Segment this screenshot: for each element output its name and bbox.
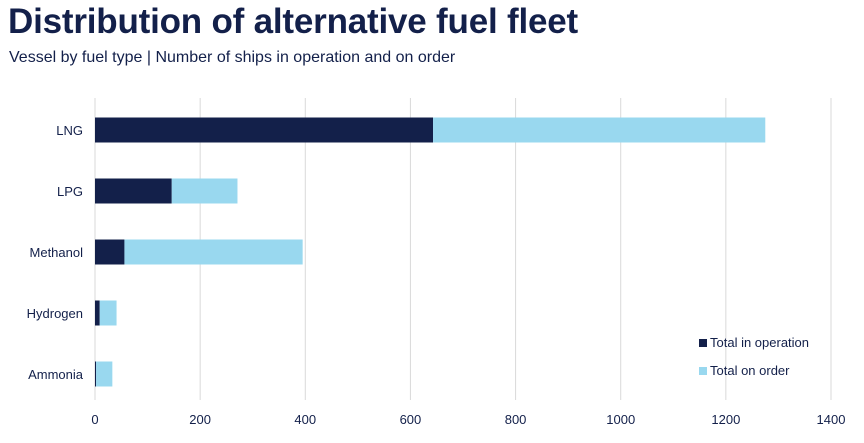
bar-in-operation xyxy=(95,178,172,204)
bar-in-operation xyxy=(95,300,100,326)
x-axis-tick-labels: 0 200 400 600 800 1000 1200 1400 xyxy=(91,412,845,427)
category-label: LPG xyxy=(57,184,83,199)
bar-on-order xyxy=(124,239,303,265)
x-tick-label: 800 xyxy=(505,412,527,427)
bar-in-operation xyxy=(95,117,434,143)
legend-swatch-operation xyxy=(699,339,707,347)
bar-on-order xyxy=(96,361,113,387)
category-label: Hydrogen xyxy=(27,306,83,321)
legend-label: Total in operation xyxy=(710,335,809,350)
chart-title: Distribution of alternative fuel fleet xyxy=(8,2,578,41)
x-tick-label: 1000 xyxy=(606,412,635,427)
category-label: Methanol xyxy=(30,245,84,260)
x-tick-label: 1400 xyxy=(817,412,846,427)
category-label: LNG xyxy=(56,123,83,138)
x-tick-label: 0 xyxy=(91,412,98,427)
bar-on-order xyxy=(99,300,117,326)
legend-swatch-order xyxy=(699,367,707,375)
bar-in-operation xyxy=(95,361,97,387)
category-label: Ammonia xyxy=(28,367,84,382)
bars xyxy=(95,117,766,387)
x-tick-label: 400 xyxy=(294,412,316,427)
bar-in-operation xyxy=(95,239,125,265)
bar-on-order xyxy=(171,178,238,204)
bar-on-order xyxy=(433,117,766,143)
chart-subtitle: Vessel by fuel type | Number of ships in… xyxy=(9,49,456,66)
legend: Total in operation Total on order xyxy=(699,335,809,378)
x-tick-label: 1200 xyxy=(711,412,740,427)
legend-label: Total on order xyxy=(710,363,790,378)
x-tick-label: 200 xyxy=(189,412,211,427)
category-labels: LNG LPG Methanol Hydrogen Ammonia xyxy=(27,123,84,382)
x-tick-label: 600 xyxy=(400,412,422,427)
